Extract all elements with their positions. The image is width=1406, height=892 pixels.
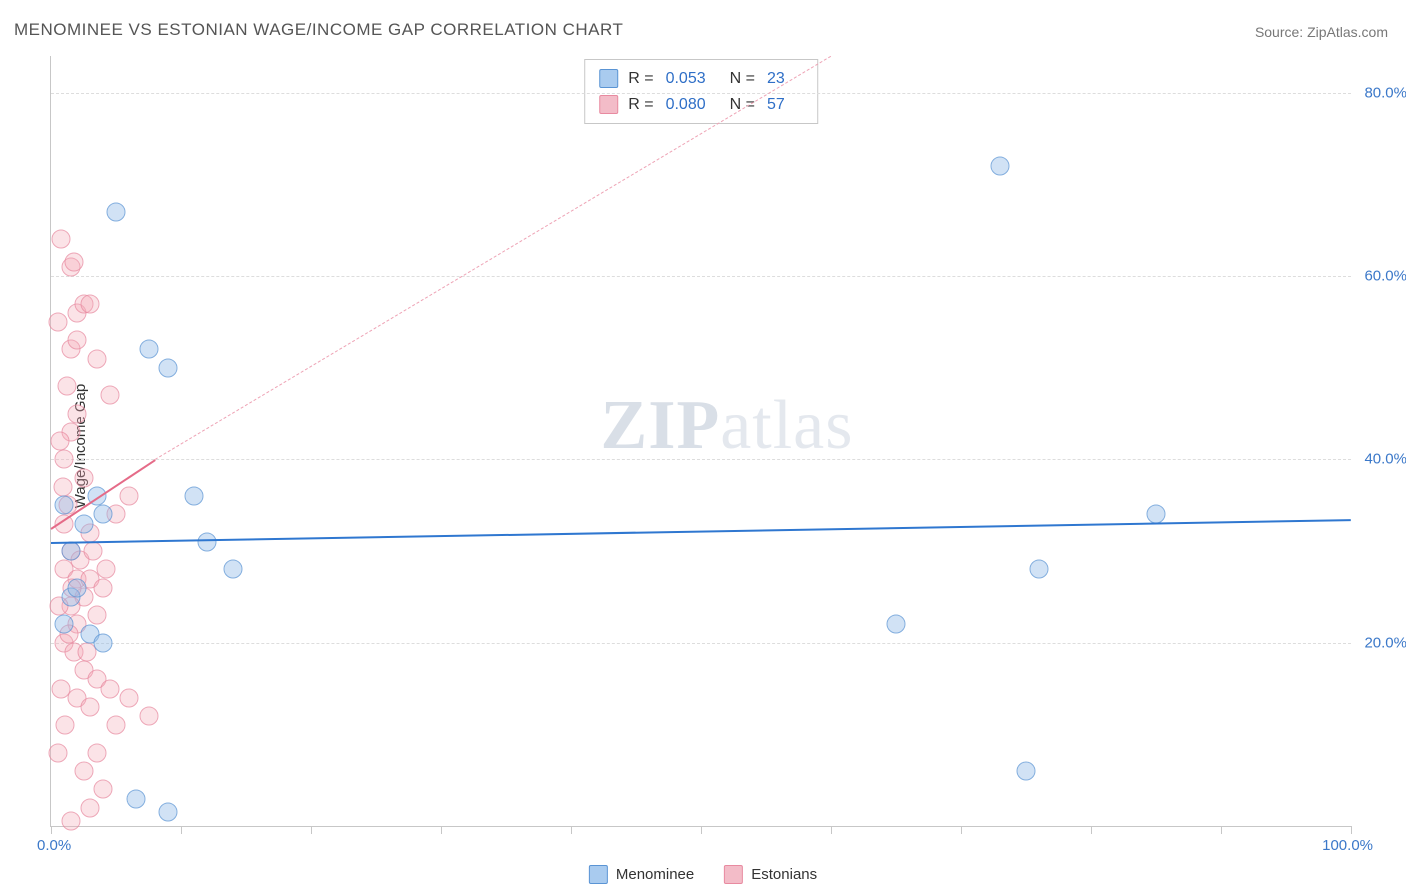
data-point (68, 578, 87, 597)
gridline (51, 93, 1351, 94)
data-point (1030, 560, 1049, 579)
data-point (81, 798, 100, 817)
data-point (94, 505, 113, 524)
legend-item-menominee: Menominee (589, 865, 694, 884)
swatch-pink-icon (599, 95, 618, 114)
x-tick (571, 826, 572, 834)
series-legend: Menominee Estonians (589, 865, 817, 884)
data-point (55, 450, 74, 469)
y-tick-label: 20.0% (1357, 634, 1406, 651)
data-point (100, 679, 119, 698)
data-point (107, 716, 126, 735)
data-point (81, 697, 100, 716)
watermark: ZIPatlas (601, 386, 854, 466)
data-point (74, 514, 93, 533)
stats-row-menominee: R = 0.053 N = 23 (599, 66, 799, 92)
x-tick (701, 826, 702, 834)
chart-title: MENOMINEE VS ESTONIAN WAGE/INCOME GAP CO… (14, 20, 623, 40)
swatch-pink-icon (724, 865, 743, 884)
data-point (52, 230, 71, 249)
data-point (87, 743, 106, 762)
data-point (57, 377, 76, 396)
data-point (139, 340, 158, 359)
chart-container: MENOMINEE VS ESTONIAN WAGE/INCOME GAP CO… (0, 0, 1406, 892)
data-point (68, 331, 87, 350)
trend-line (51, 519, 1351, 544)
plot-area: ZIPatlas R = 0.053 N = 23 R = 0.080 N = … (50, 56, 1351, 827)
data-point (55, 496, 74, 515)
data-point (139, 707, 158, 726)
y-tick-label: 60.0% (1357, 268, 1406, 285)
x-tick (311, 826, 312, 834)
x-tick (1221, 826, 1222, 834)
data-point (55, 615, 74, 634)
data-point (83, 542, 102, 561)
data-point (185, 487, 204, 506)
stats-legend-box: R = 0.053 N = 23 R = 0.080 N = 57 (584, 59, 818, 124)
data-point (126, 789, 145, 808)
data-point (61, 542, 80, 561)
data-point (96, 560, 115, 579)
x-tick (441, 826, 442, 834)
data-point (1147, 505, 1166, 524)
data-point (61, 812, 80, 831)
x-tick (1091, 826, 1092, 834)
data-point (107, 202, 126, 221)
data-point (94, 780, 113, 799)
data-point (56, 716, 75, 735)
data-point (81, 294, 100, 313)
data-point (120, 487, 139, 506)
data-point (120, 688, 139, 707)
x-axis-min-label: 0.0% (37, 837, 71, 854)
data-point (94, 633, 113, 652)
gridline (51, 643, 1351, 644)
data-point (51, 432, 70, 451)
stats-row-estonians: R = 0.080 N = 57 (599, 92, 799, 118)
data-point (68, 404, 87, 423)
x-tick (1351, 826, 1352, 834)
swatch-blue-icon (599, 69, 618, 88)
swatch-blue-icon (589, 865, 608, 884)
data-point (74, 762, 93, 781)
gridline (51, 276, 1351, 277)
data-point (87, 606, 106, 625)
data-point (48, 312, 67, 331)
data-point (52, 679, 71, 698)
data-point (198, 532, 217, 551)
data-point (53, 477, 72, 496)
x-tick (961, 826, 962, 834)
y-tick-label: 40.0% (1357, 451, 1406, 468)
data-point (991, 157, 1010, 176)
data-point (94, 578, 113, 597)
data-point (74, 468, 93, 487)
gridline (51, 459, 1351, 460)
x-tick (51, 826, 52, 834)
data-point (887, 615, 906, 634)
data-point (1017, 762, 1036, 781)
data-point (159, 358, 178, 377)
legend-item-estonians: Estonians (724, 865, 817, 884)
data-point (159, 803, 178, 822)
x-tick (181, 826, 182, 834)
x-axis-max-label: 100.0% (1322, 837, 1373, 854)
trend-line (155, 56, 832, 460)
y-tick-label: 80.0% (1357, 84, 1406, 101)
x-tick (831, 826, 832, 834)
data-point (87, 349, 106, 368)
data-point (65, 253, 84, 272)
data-point (224, 560, 243, 579)
source-credit: Source: ZipAtlas.com (1255, 24, 1388, 40)
data-point (100, 386, 119, 405)
data-point (48, 743, 67, 762)
